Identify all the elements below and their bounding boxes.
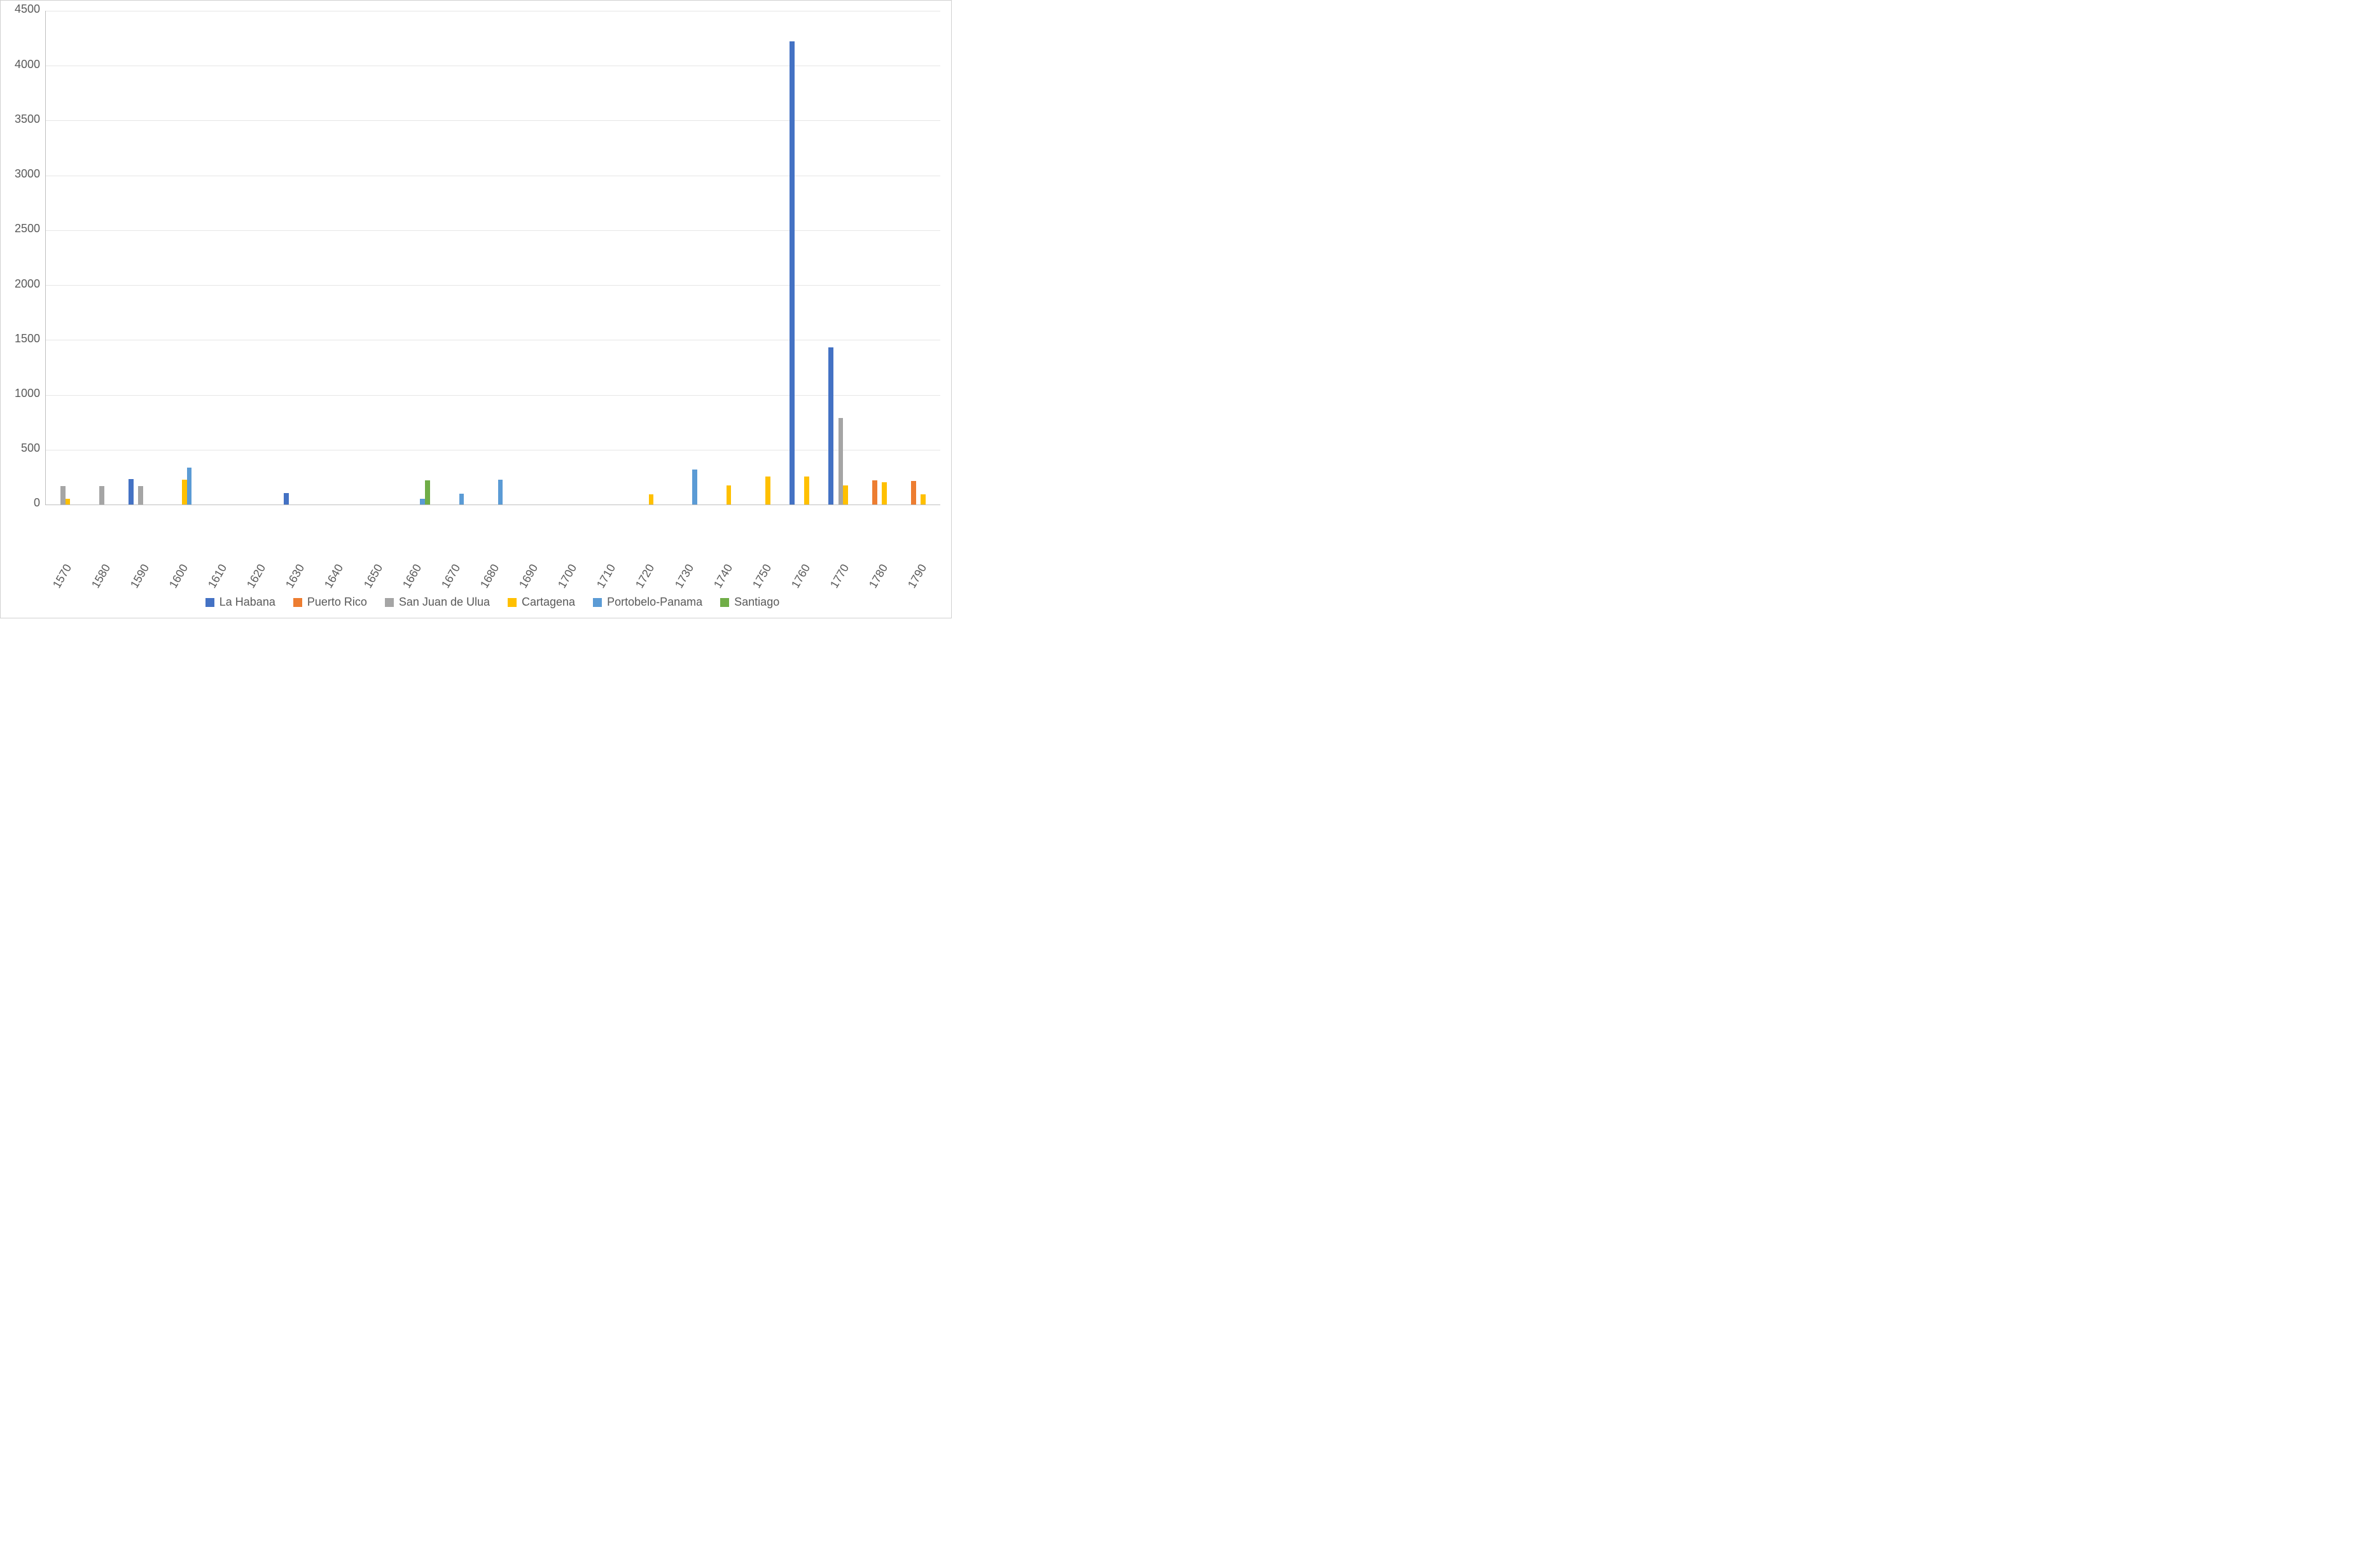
- legend-swatch-icon: [593, 598, 602, 607]
- bar: [66, 499, 71, 505]
- x-tick-label: 1750: [750, 562, 774, 590]
- legend-label: Cartagena: [522, 595, 575, 609]
- bar: [828, 347, 833, 505]
- legend-item: Cartagena: [508, 595, 575, 609]
- bar: [804, 477, 809, 505]
- x-tick-label: 1670: [439, 562, 463, 590]
- bar: [921, 494, 926, 505]
- legend-swatch-icon: [720, 598, 729, 607]
- bar: [911, 481, 916, 505]
- y-tick-label: 0: [3, 496, 40, 510]
- bar: [60, 486, 66, 505]
- bar: [129, 479, 134, 505]
- x-tick-label: 1680: [478, 562, 502, 590]
- bar: [692, 470, 697, 505]
- legend-swatch-icon: [385, 598, 394, 607]
- x-tick-label: 1610: [205, 562, 230, 590]
- legend-label: Puerto Rico: [307, 595, 367, 609]
- x-tick-label: 1780: [866, 562, 891, 590]
- x-tick-label: 1580: [89, 562, 113, 590]
- bar: [138, 486, 143, 505]
- bar: [420, 499, 425, 505]
- legend-item: San Juan de Ulua: [385, 595, 490, 609]
- bar: [459, 494, 464, 505]
- legend-item: Santiago: [720, 595, 779, 609]
- x-tick-label: 1700: [555, 562, 580, 590]
- bar: [425, 480, 430, 505]
- legend-swatch-icon: [293, 598, 302, 607]
- y-tick-label: 3000: [3, 167, 40, 181]
- bar: [182, 480, 187, 505]
- chart-frame: 0 500 1000 1500 2000 2500 3000 3500 4000 4500 157…: [0, 0, 952, 618]
- y-tick-label: 4000: [3, 58, 40, 71]
- y-axis-labels: 050010001500200025003000350040004500: [1, 11, 40, 505]
- legend-item: Portobelo-Panama: [593, 595, 702, 609]
- bar: [839, 418, 844, 505]
- x-tick-label: 1640: [322, 562, 346, 590]
- x-tick-label: 1600: [167, 562, 191, 590]
- y-tick-label: 2500: [3, 222, 40, 235]
- bar: [882, 482, 887, 505]
- y-tick-label: 3500: [3, 113, 40, 126]
- x-tick-label: 1630: [283, 562, 307, 590]
- legend-swatch-icon: [508, 598, 517, 607]
- legend-swatch-icon: [205, 598, 214, 607]
- x-tick-label: 1650: [361, 562, 385, 590]
- bar: [790, 41, 795, 505]
- x-tick-label: 1760: [789, 562, 813, 590]
- legend-item: Puerto Rico: [293, 595, 367, 609]
- x-tick-label: 1660: [400, 562, 424, 590]
- x-tick-label: 1730: [672, 562, 697, 590]
- x-tick-label: 1590: [128, 562, 152, 590]
- bar: [843, 485, 848, 505]
- y-tick-label: 4500: [3, 3, 40, 16]
- bar: [727, 485, 732, 505]
- legend-label: Santiago: [734, 595, 779, 609]
- legend-label: Portobelo-Panama: [607, 595, 702, 609]
- x-tick-label: 1790: [905, 562, 929, 590]
- bar: [99, 486, 104, 505]
- x-tick-label: 1720: [633, 562, 657, 590]
- legend: La Habana Puerto Rico San Juan de Ulua Cart…: [45, 595, 940, 609]
- plot-area: [45, 11, 940, 505]
- x-tick-label: 1620: [244, 562, 268, 590]
- bar: [187, 468, 192, 505]
- y-tick-label: 500: [3, 442, 40, 455]
- bar: [765, 477, 770, 505]
- y-tick-label: 1000: [3, 387, 40, 400]
- bar: [498, 480, 503, 505]
- x-tick-label: 1710: [594, 562, 618, 590]
- x-tick-label: 1740: [711, 562, 735, 590]
- y-tick-label: 2000: [3, 277, 40, 291]
- x-tick-label: 1570: [50, 562, 74, 590]
- legend-item: La Habana: [205, 595, 275, 609]
- bar: [649, 494, 654, 505]
- x-axis-labels: 1570158015901600161016201630164016501660…: [45, 508, 940, 572]
- bar: [284, 493, 289, 505]
- bar: [872, 480, 877, 505]
- legend-label: San Juan de Ulua: [399, 595, 490, 609]
- y-tick-label: 1500: [3, 332, 40, 345]
- x-tick-label: 1690: [517, 562, 541, 590]
- x-tick-label: 1770: [828, 562, 852, 590]
- legend-label: La Habana: [219, 595, 275, 609]
- bars-layer: [46, 11, 940, 505]
